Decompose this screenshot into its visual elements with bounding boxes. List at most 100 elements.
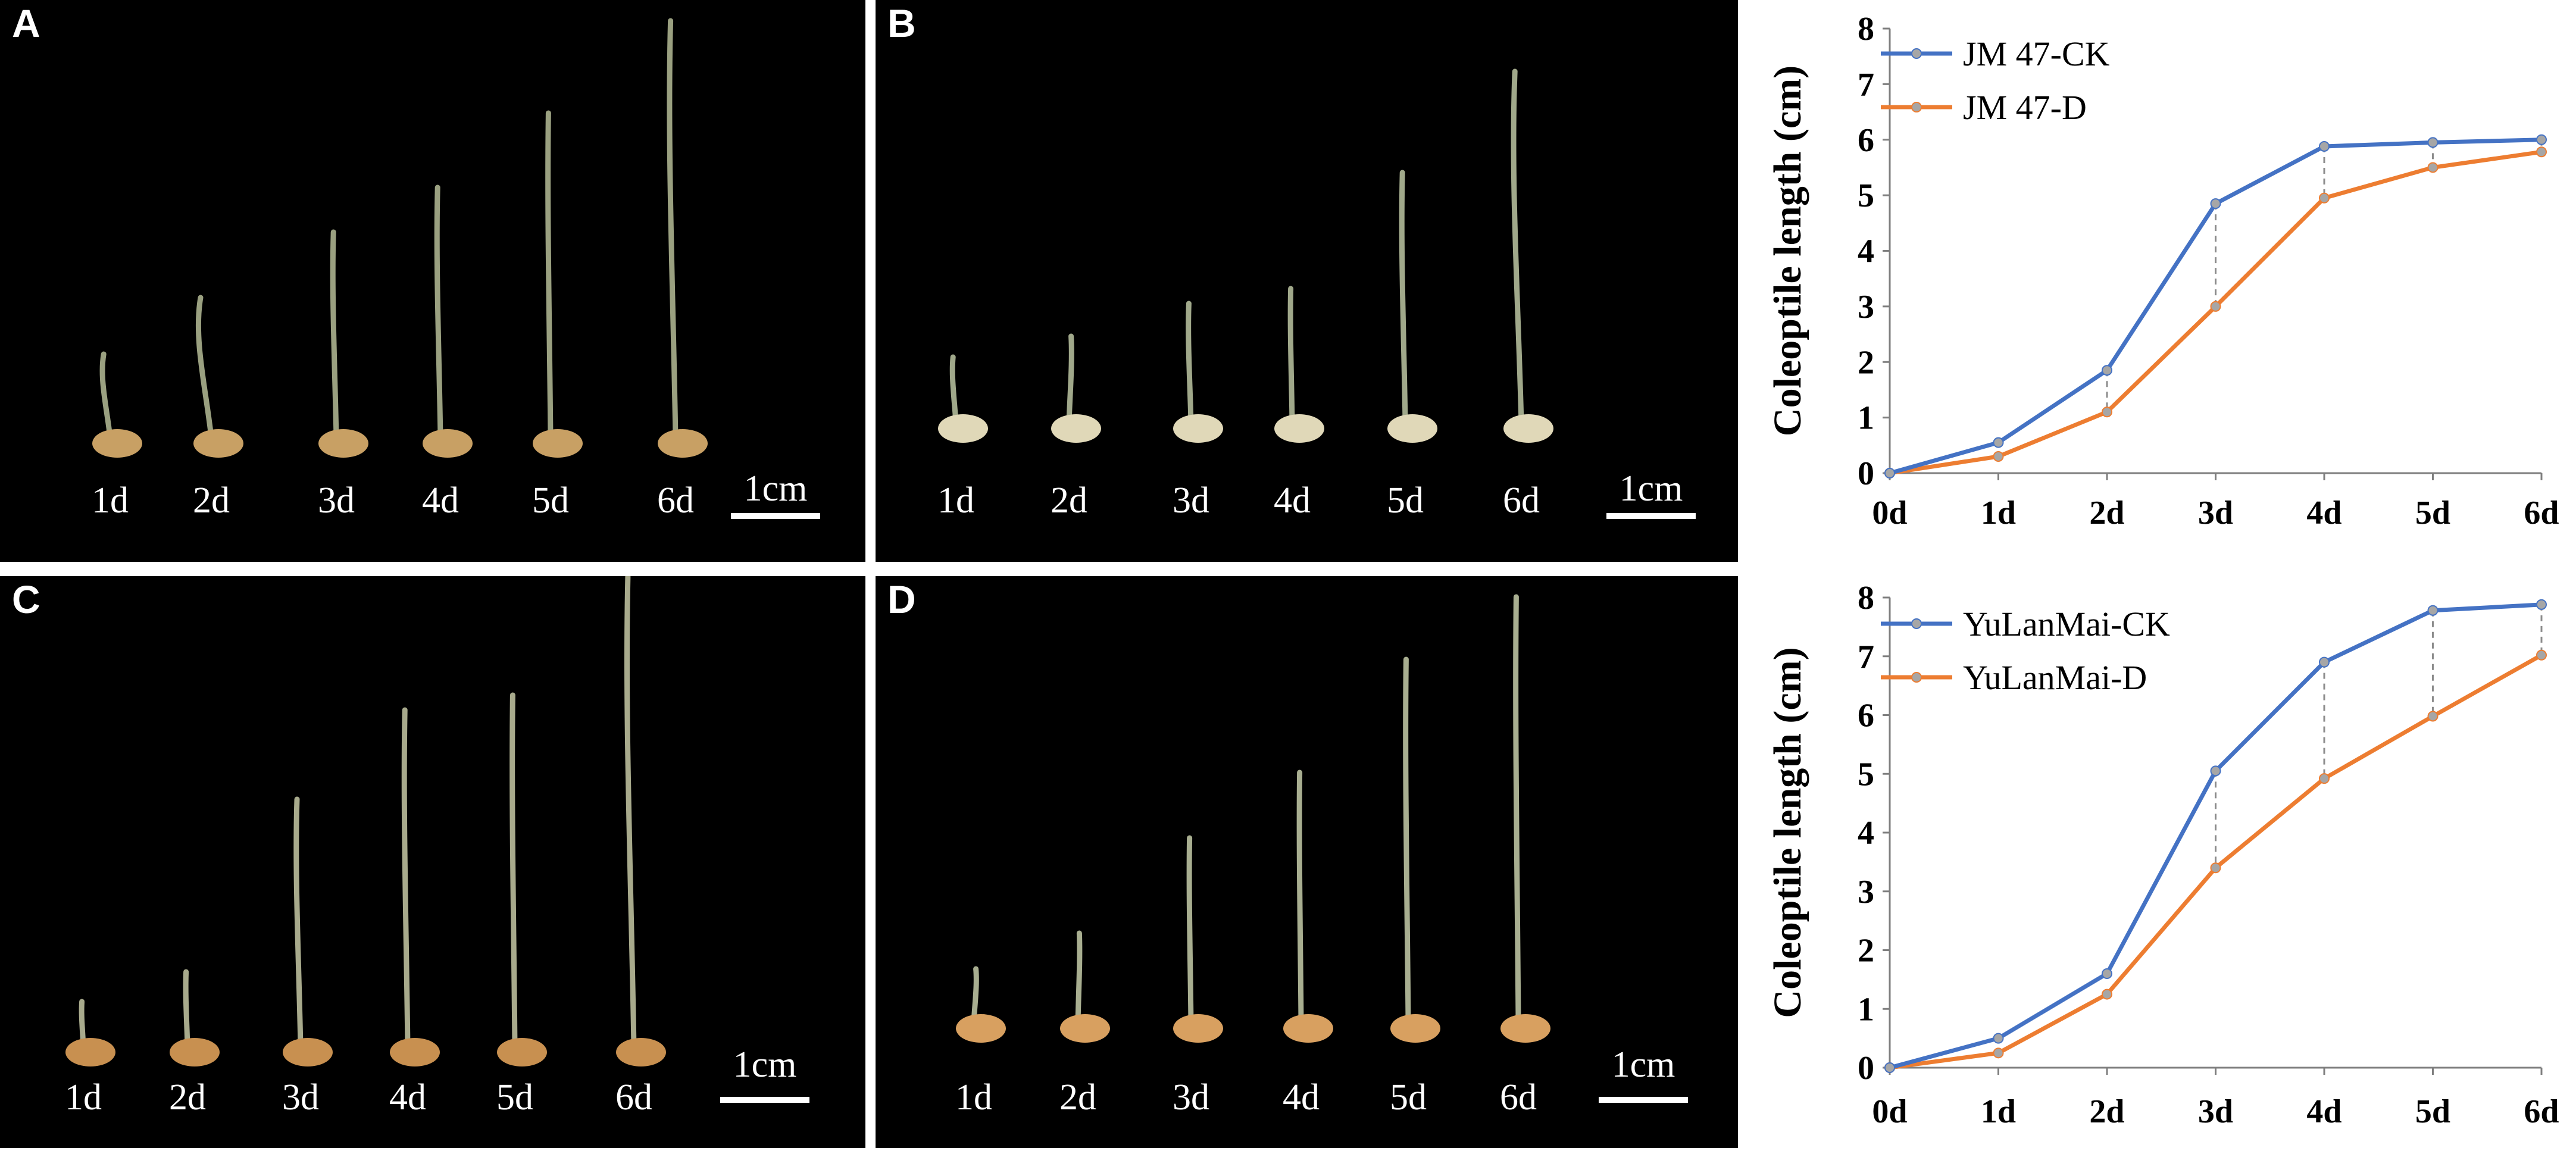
seedling-A-1 — [99, 351, 113, 440]
data-point-0-6 — [2536, 599, 2547, 610]
seedling-C-2 — [183, 969, 190, 1049]
y-tick-label: 7 — [1858, 66, 1874, 103]
y-tick-label: 0 — [1858, 455, 1874, 492]
seedling-A-3 — [330, 229, 339, 440]
seed-D-5 — [1390, 1014, 1440, 1043]
day-label-C-3: 3d — [282, 1077, 319, 1118]
seed-D-2 — [1060, 1014, 1110, 1043]
seedling-D-3 — [1186, 835, 1194, 1025]
seedling-B-1 — [949, 354, 959, 426]
legend-marker-1 — [1911, 672, 1922, 683]
seedling-D-2 — [1075, 930, 1083, 1025]
y-tick-label: 0 — [1858, 1050, 1874, 1087]
scale-bar-B — [1606, 513, 1696, 519]
seedling-B-5 — [1399, 170, 1408, 426]
data-point-0-2 — [2102, 968, 2112, 979]
data-point-0-3 — [2210, 198, 2221, 209]
y-tick-label: 6 — [1858, 698, 1874, 734]
day-label-C-1: 1d — [65, 1077, 102, 1118]
y-axis-label: Coleoptile length (cm) — [1766, 647, 1809, 1018]
y-tick-label: 3 — [1858, 874, 1874, 911]
data-point-1-5 — [2427, 162, 2439, 173]
seedling-A-2 — [195, 295, 214, 440]
y-tick-label: 1 — [1858, 991, 1874, 1028]
day-label-B-5: 5d — [1387, 480, 1424, 521]
x-tick-label: 4d — [2306, 1093, 2341, 1130]
day-label-B-2: 2d — [1051, 480, 1087, 521]
day-label-D-2: 2d — [1059, 1077, 1096, 1118]
seedling-D-5 — [1403, 656, 1411, 1025]
seed-B-6 — [1503, 414, 1553, 443]
day-label-D-5: 5d — [1390, 1077, 1427, 1118]
day-label-D-6: 6d — [1500, 1077, 1537, 1118]
x-tick-label: 4d — [2306, 495, 2341, 531]
seed-D-1 — [956, 1014, 1006, 1043]
panel-letter-C: C — [12, 577, 40, 621]
seedling-C-6 — [624, 576, 637, 1049]
seed-B-3 — [1173, 414, 1223, 443]
y-tick-label: 8 — [1858, 580, 1874, 617]
y-tick-label: 3 — [1858, 289, 1874, 326]
y-tick-label: 6 — [1858, 122, 1874, 159]
legend-label-0: YuLanMai-CK — [1963, 605, 2170, 643]
panel-B: B 1d 2d 3d 4d 5d 6d 1cm — [876, 0, 1738, 562]
x-tick-label: 2d — [2089, 495, 2124, 531]
y-tick-label: 7 — [1858, 639, 1874, 675]
data-point-1-3 — [2210, 862, 2221, 874]
data-point-1-6 — [2536, 649, 2547, 661]
y-tick-label: 5 — [1858, 177, 1874, 214]
seedlings-C — [65, 576, 666, 1066]
x-tick-label: 1d — [1981, 1093, 2016, 1130]
seedling-A-5 — [545, 110, 554, 440]
seed-C-2 — [170, 1038, 220, 1066]
data-point-0-1 — [1993, 437, 2004, 448]
seedling-C-5 — [509, 692, 518, 1049]
data-point-0-0 — [1884, 1062, 1895, 1073]
day-label-B-6: 6d — [1503, 480, 1540, 521]
day-label-B-4: 4d — [1274, 480, 1311, 521]
y-tick-label: 5 — [1858, 756, 1874, 793]
x-tick-label: 6d — [2524, 1093, 2559, 1130]
x-tick-label: 0d — [1872, 1093, 1907, 1130]
data-point-1-5 — [2427, 711, 2439, 722]
panel-A: A 1d 2d 3d 4d 5d 6d 1cm — [0, 0, 865, 562]
scale-label-B: 1cm — [1619, 468, 1683, 509]
data-point-1-1 — [1993, 451, 2004, 462]
legend-marker-1 — [1911, 102, 1922, 112]
day-label-A-3: 3d — [318, 480, 355, 521]
x-tick-label: 5d — [2415, 495, 2450, 531]
x-tick-label: 1d — [1981, 495, 2016, 531]
day-label-A-1: 1d — [92, 480, 129, 521]
seed-B-2 — [1051, 414, 1101, 443]
data-point-0-2 — [2102, 365, 2112, 376]
seedling-D-6 — [1513, 594, 1521, 1025]
seed-A-3 — [318, 429, 368, 458]
legend-label-0: JM 47-CK — [1963, 35, 2110, 73]
x-tick-label: 2d — [2089, 1093, 2124, 1130]
data-point-1-2 — [2102, 989, 2112, 1000]
seed-C-3 — [283, 1038, 333, 1066]
day-label-A-5: 5d — [532, 480, 569, 521]
panel-letter-B: B — [887, 1, 916, 45]
y-tick-label: 1 — [1858, 400, 1874, 437]
day-label-A-6: 6d — [657, 480, 694, 521]
seed-A-6 — [658, 429, 708, 458]
seedling-B-3 — [1186, 301, 1194, 426]
day-label-C-6: 6d — [615, 1077, 652, 1118]
y-tick-label: 2 — [1858, 933, 1874, 969]
scale-bar-C — [720, 1097, 809, 1103]
data-point-1-4 — [2319, 192, 2330, 204]
seedling-C-4 — [401, 707, 411, 1049]
seedling-A-6 — [667, 18, 679, 440]
seed-C-1 — [65, 1038, 115, 1066]
seed-D-3 — [1173, 1014, 1223, 1043]
day-label-C-4: 4d — [389, 1077, 426, 1118]
chart-yulanmai: 0 1 2 3 4 5 6 7 8 0d 1d 2d 3d 4d 5d 6d Coleoptile length… — [1744, 576, 2576, 1148]
day-label-A-4: 4d — [422, 480, 459, 521]
seedling-B-2 — [1066, 333, 1074, 426]
day-label-B-1: 1d — [937, 480, 974, 521]
panel-letter-D: D — [887, 577, 916, 621]
legend-label-1: YuLanMai-D — [1963, 658, 2147, 697]
day-label-D-1: 1d — [955, 1077, 992, 1118]
day-label-B-3: 3d — [1173, 480, 1209, 521]
